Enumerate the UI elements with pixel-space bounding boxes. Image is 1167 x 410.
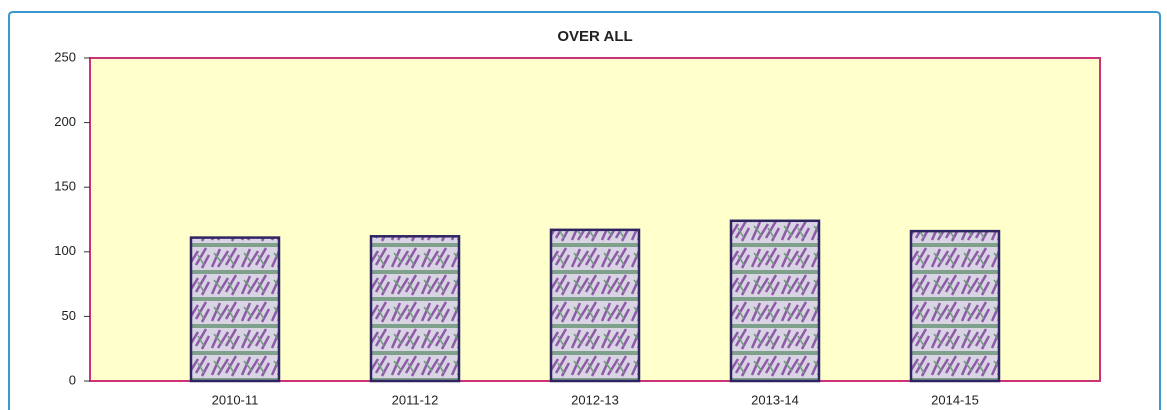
y-tick-label: 200 [54, 114, 76, 129]
frame [8, 11, 1161, 410]
x-tick-label: 2010-11 [212, 392, 259, 407]
bar [549, 228, 641, 383]
x-tick-label: 2013-14 [751, 392, 799, 407]
chart-title: OVER ALL [557, 28, 632, 45]
bar [189, 236, 281, 383]
bar [909, 229, 1001, 383]
y-tick-label: 100 [54, 243, 76, 258]
x-tick-label: 2014-15 [931, 392, 979, 407]
y-tick-label: 50 [62, 308, 76, 323]
x-tick-label: 2011-12 [392, 392, 439, 407]
bar [369, 235, 461, 383]
y-tick-label: 0 [69, 372, 76, 387]
y-tick-label: 150 [54, 179, 76, 194]
x-tick-label: 2012-13 [571, 392, 619, 407]
bar [729, 219, 821, 383]
y-tick-label: 250 [54, 49, 76, 64]
